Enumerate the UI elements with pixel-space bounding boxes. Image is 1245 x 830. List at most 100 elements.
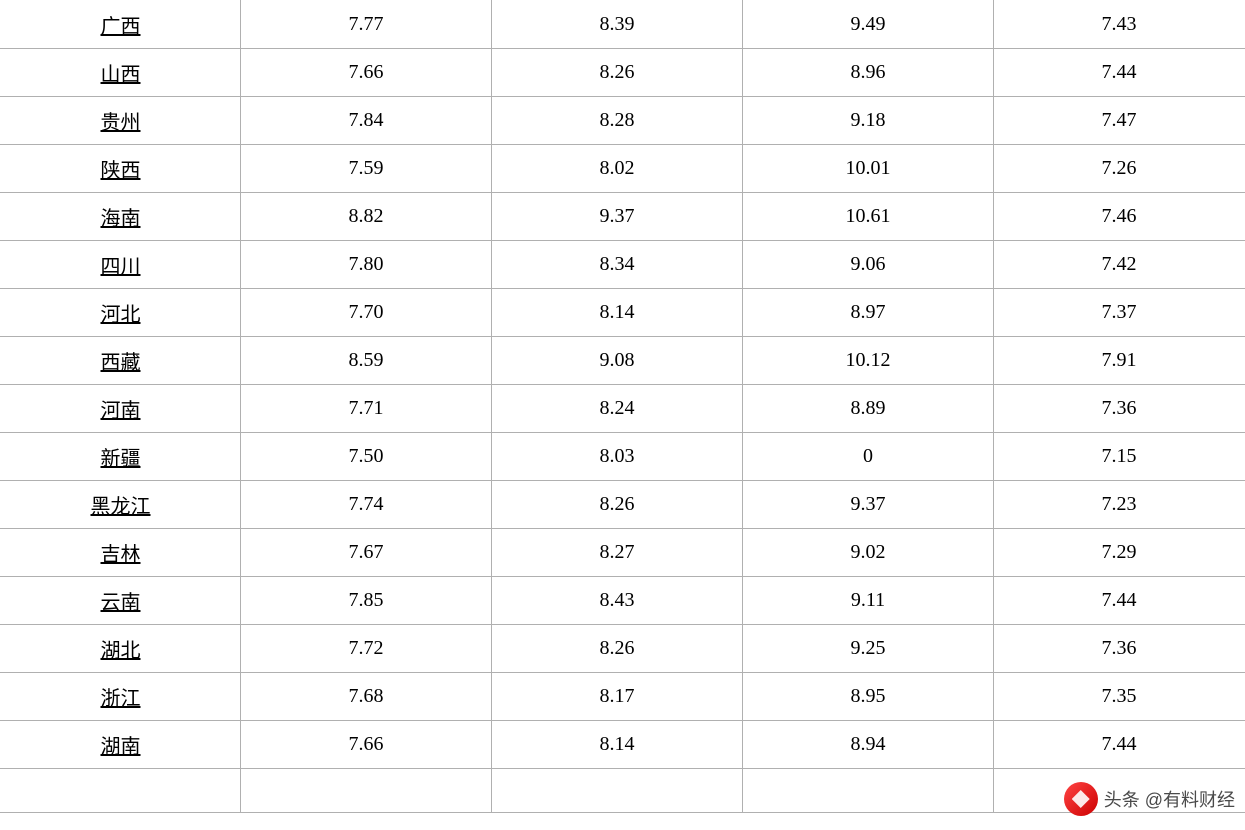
province-link[interactable]: 黑龙江 (91, 496, 151, 518)
province-link[interactable]: 河北 (101, 304, 141, 326)
province-cell: 湖南 (1, 721, 241, 769)
value-cell: 8.95 (743, 673, 994, 721)
value-cell: 0 (743, 433, 994, 481)
value-cell: 7.36 (994, 625, 1245, 673)
value-cell: 8.89 (743, 385, 994, 433)
value-cell: 7.36 (994, 385, 1245, 433)
province-cell: 西藏 (1, 337, 241, 385)
value-cell: 7.26 (994, 145, 1245, 193)
value-cell: 9.37 (492, 193, 743, 241)
table-row: 四川7.808.349.067.42 (1, 241, 1245, 289)
province-cell: 河南 (1, 385, 241, 433)
province-link[interactable]: 湖北 (101, 640, 141, 662)
value-cell: 7.44 (994, 721, 1245, 769)
value-cell: 7.43 (994, 1, 1245, 49)
table-row: 海南8.829.3710.617.46 (1, 193, 1245, 241)
value-cell: 8.34 (492, 241, 743, 289)
table-row: 新疆 7.508.0307.15 (1, 433, 1245, 481)
value-cell: 7.35 (994, 673, 1245, 721)
table-row: 山西 7.668.268.967.44 (1, 49, 1245, 97)
value-cell: 8.26 (492, 49, 743, 97)
price-table: 广西7.778.399.497.43山西7.668.268.967.44贵州7.… (0, 0, 1245, 813)
value-cell: 7.67 (241, 529, 492, 577)
province-link[interactable]: 河南 (101, 400, 141, 422)
value-cell: 7.66 (241, 49, 492, 97)
value-cell: 9.25 (743, 625, 994, 673)
province-cell: 贵州 (1, 97, 241, 145)
province-link[interactable]: 浙江 (101, 688, 141, 710)
table-row: 西藏8.599.0810.127.91 (1, 337, 1245, 385)
value-cell: 10.01 (743, 145, 994, 193)
value-cell: 9.49 (743, 1, 994, 49)
province-cell: 吉林 (1, 529, 241, 577)
value-cell: 7.15 (994, 433, 1245, 481)
table-row: 广西7.778.399.497.43 (1, 1, 1245, 49)
value-cell: 7.91 (994, 337, 1245, 385)
value-cell: 9.02 (743, 529, 994, 577)
value-cell: 8.39 (492, 1, 743, 49)
value-cell: 8.26 (492, 625, 743, 673)
value-cell: 7.42 (994, 241, 1245, 289)
province-cell: 广西 (1, 1, 241, 49)
value-cell: 7.23 (994, 481, 1245, 529)
value-cell: 8.27 (492, 529, 743, 577)
province-link[interactable]: 广西 (101, 16, 141, 38)
table-row: 河南 7.718.248.897.36 (1, 385, 1245, 433)
table-row: 陕西7.598.0210.017.26 (1, 145, 1245, 193)
province-link[interactable]: 四川 (101, 256, 141, 278)
table-row: 浙江7.688.178.957.35 (1, 673, 1245, 721)
province-link[interactable]: 云南 (101, 592, 141, 614)
value-cell: 10.61 (743, 193, 994, 241)
table-row: 吉林 7.678.279.027.29 (1, 529, 1245, 577)
value-cell (492, 769, 743, 813)
value-cell: 7.29 (994, 529, 1245, 577)
value-cell: 9.37 (743, 481, 994, 529)
value-cell: 7.68 (241, 673, 492, 721)
province-cell: 云南 (1, 577, 241, 625)
value-cell: 8.26 (492, 481, 743, 529)
province-link[interactable]: 陕西 (101, 160, 141, 182)
value-cell: 7.84 (241, 97, 492, 145)
value-cell: 8.03 (492, 433, 743, 481)
value-cell: 8.97 (743, 289, 994, 337)
table-row: 河北 7.708.148.977.37 (1, 289, 1245, 337)
province-link[interactable]: 新疆 (101, 448, 141, 470)
value-cell: 8.96 (743, 49, 994, 97)
province-link[interactable]: 湖南 (101, 736, 141, 758)
value-cell: 8.24 (492, 385, 743, 433)
value-cell: 10.12 (743, 337, 994, 385)
province-link[interactable]: 西藏 (101, 352, 141, 374)
value-cell: 8.14 (492, 289, 743, 337)
province-link[interactable]: 贵州 (101, 112, 141, 134)
value-cell: 7.66 (241, 721, 492, 769)
table-row: 湖南7.668.148.947.44 (1, 721, 1245, 769)
province-cell: 四川 (1, 241, 241, 289)
value-cell: 7.59 (241, 145, 492, 193)
province-cell: 浙江 (1, 673, 241, 721)
value-cell: 9.18 (743, 97, 994, 145)
value-cell: 7.71 (241, 385, 492, 433)
province-cell: 河北 (1, 289, 241, 337)
province-link[interactable]: 山西 (101, 64, 141, 86)
value-cell: 7.44 (994, 577, 1245, 625)
value-cell: 7.74 (241, 481, 492, 529)
province-link[interactable]: 吉林 (101, 544, 141, 566)
province-cell: 陕西 (1, 145, 241, 193)
province-cell: 黑龙江 (1, 481, 241, 529)
table-row: 贵州 7.848.289.187.47 (1, 97, 1245, 145)
value-cell: 7.70 (241, 289, 492, 337)
value-cell: 7.50 (241, 433, 492, 481)
province-cell: 湖北 (1, 625, 241, 673)
watermark: 头条 @有料财经 (1064, 782, 1235, 816)
value-cell: 8.14 (492, 721, 743, 769)
value-cell: 7.37 (994, 289, 1245, 337)
province-link[interactable]: 海南 (101, 208, 141, 230)
value-cell: 8.28 (492, 97, 743, 145)
province-cell (1, 769, 241, 813)
value-cell: 7.72 (241, 625, 492, 673)
value-cell (241, 769, 492, 813)
value-cell: 7.47 (994, 97, 1245, 145)
table-row: 黑龙江 7.748.269.377.23 (1, 481, 1245, 529)
value-cell: 9.06 (743, 241, 994, 289)
value-cell: 7.44 (994, 49, 1245, 97)
